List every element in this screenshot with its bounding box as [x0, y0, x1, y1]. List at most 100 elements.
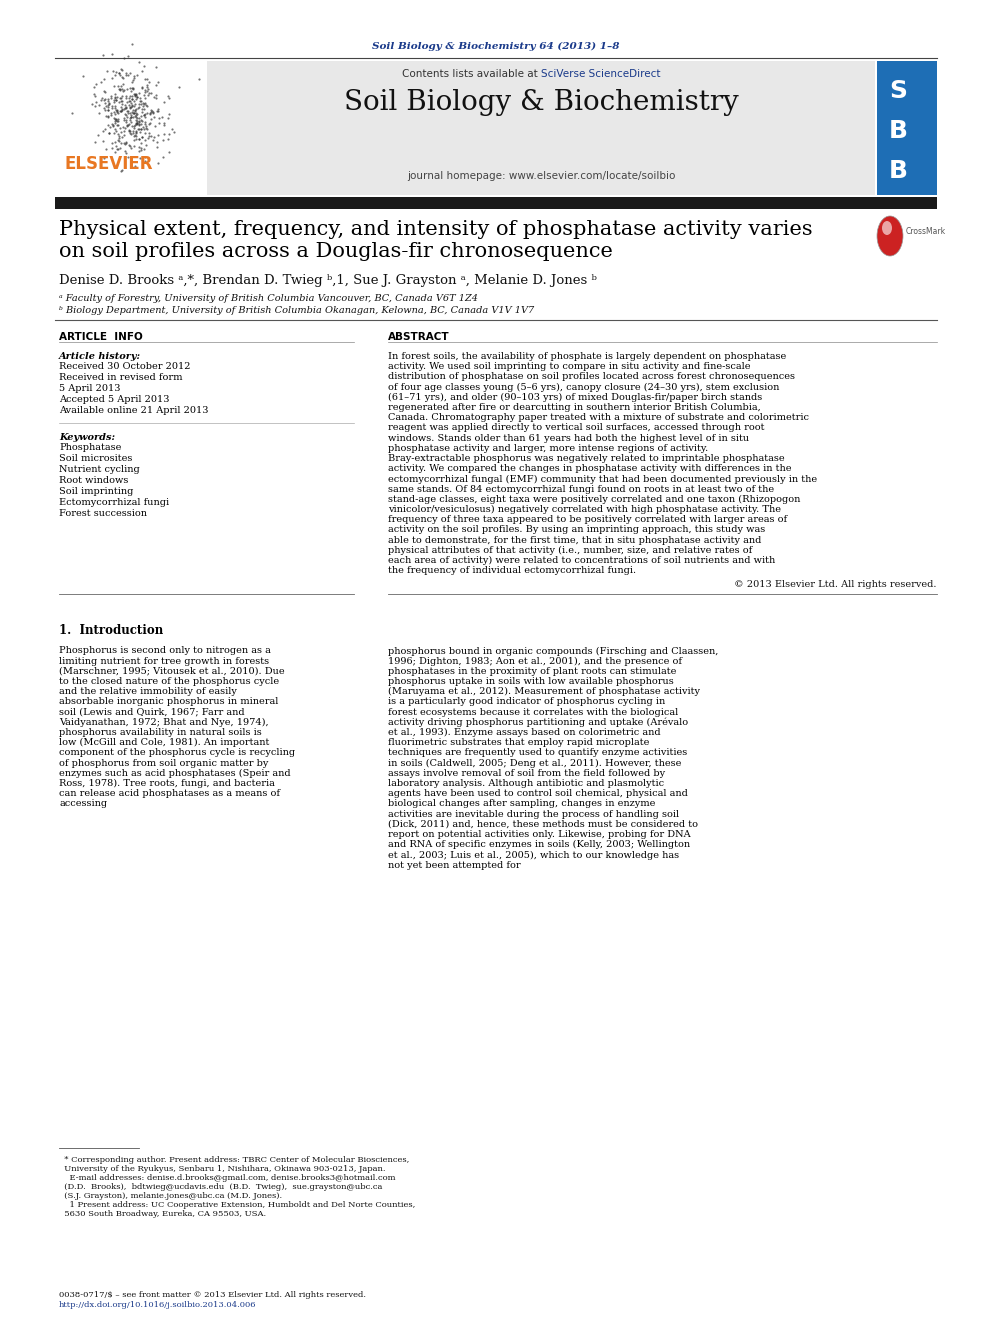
Point [137, 79, 153, 101]
Point [139, 95, 155, 116]
Text: activities are inevitable during the process of handling soil: activities are inevitable during the pro… [388, 810, 680, 819]
Point [129, 103, 145, 124]
Point [126, 95, 142, 116]
Point [145, 101, 161, 122]
Point [110, 130, 126, 151]
Point [126, 130, 142, 151]
Point [151, 112, 167, 134]
Point [115, 81, 131, 102]
Point [100, 89, 116, 110]
Point [112, 138, 128, 159]
Point [131, 114, 147, 135]
Point [107, 108, 123, 130]
Text: able to demonstrate, for the first time, that in situ phosphatase activity and: able to demonstrate, for the first time,… [388, 536, 762, 545]
Point [107, 65, 123, 86]
Point [103, 114, 119, 135]
Point [140, 78, 156, 99]
Point [137, 107, 153, 128]
Point [110, 114, 126, 135]
Point [131, 97, 147, 118]
Text: et al., 1993). Enzyme assays based on colorimetric and: et al., 1993). Enzyme assays based on co… [388, 728, 661, 737]
Text: stand-age classes, eight taxa were positively correlated and one taxon (Rhizopog: stand-age classes, eight taxa were posit… [388, 495, 801, 504]
Point [124, 71, 140, 93]
Point [106, 91, 122, 112]
Point [112, 118, 128, 139]
Point [107, 142, 123, 163]
Point [127, 124, 143, 146]
Text: 1996; Dighton, 1983; Aon et al., 2001), and the presence of: 1996; Dighton, 1983; Aon et al., 2001), … [388, 656, 682, 665]
Point [124, 97, 140, 118]
Point [104, 138, 120, 159]
Point [110, 123, 126, 144]
Point [95, 90, 111, 111]
Point [120, 103, 136, 124]
Text: S: S [889, 79, 907, 103]
Point [91, 94, 107, 115]
Bar [55, 61, 203, 194]
Text: Nutrient cycling: Nutrient cycling [59, 464, 140, 474]
Point [117, 140, 133, 161]
Point [129, 112, 145, 134]
Point [129, 107, 145, 128]
Text: © 2013 Elsevier Ltd. All rights reserved.: © 2013 Elsevier Ltd. All rights reserved… [734, 581, 937, 590]
Point [113, 91, 129, 112]
Point [128, 106, 144, 127]
Text: Soil microsites: Soil microsites [59, 454, 132, 463]
Point [131, 111, 147, 132]
Point [117, 98, 133, 119]
Point [131, 118, 147, 139]
Text: (Maruyama et al., 2012). Measurement of phosphatase activity: (Maruyama et al., 2012). Measurement of … [388, 687, 700, 696]
Point [113, 132, 129, 153]
Point [116, 48, 132, 69]
Point [118, 143, 134, 164]
Text: activity. We used soil imprinting to compare in situ activity and fine-scale: activity. We used soil imprinting to com… [388, 363, 751, 372]
Point [148, 85, 164, 106]
Point [140, 69, 156, 90]
Point [139, 115, 155, 136]
Point [116, 79, 132, 101]
Point [115, 67, 131, 89]
Point [123, 105, 139, 126]
Point [100, 107, 116, 128]
Point [96, 79, 112, 101]
Point [90, 124, 106, 146]
Text: biological changes after sampling, changes in enzyme: biological changes after sampling, chang… [388, 799, 656, 808]
Point [111, 131, 127, 152]
Point [91, 102, 107, 123]
Point [87, 73, 103, 94]
Point [125, 78, 141, 99]
Point [106, 111, 122, 132]
Point [127, 106, 143, 127]
Point [117, 116, 133, 138]
Text: SciVerse ScienceDirect: SciVerse ScienceDirect [541, 69, 661, 79]
Point [134, 111, 150, 132]
Point [115, 73, 131, 94]
Point [108, 89, 124, 110]
Point [156, 147, 172, 168]
Text: phosphatases in the proximity of plant roots can stimulate: phosphatases in the proximity of plant r… [388, 667, 677, 676]
Point [135, 75, 151, 97]
Point [97, 118, 113, 139]
Text: fluorimetric substrates that employ rapid microplate: fluorimetric substrates that employ rapi… [388, 738, 650, 747]
Point [127, 83, 143, 105]
Text: Phosphorus is second only to nitrogen as a: Phosphorus is second only to nitrogen as… [59, 647, 271, 655]
Point [98, 139, 114, 160]
Text: ectomycorrhizal fungal (EMF) community that had been documented previously in th: ectomycorrhizal fungal (EMF) community t… [388, 475, 817, 483]
Point [150, 101, 166, 122]
Point [119, 91, 135, 112]
Point [106, 101, 122, 122]
Point [127, 94, 143, 115]
Point [151, 124, 167, 146]
Point [123, 107, 139, 128]
Text: (S.J. Grayston), melanie.jones@ubc.ca (M.D. Jones).: (S.J. Grayston), melanie.jones@ubc.ca (M… [59, 1192, 282, 1200]
Point [123, 93, 139, 114]
Point [122, 120, 138, 142]
Point [130, 110, 146, 131]
Point [121, 90, 137, 111]
Point [141, 122, 157, 143]
Point [101, 123, 117, 144]
Point [130, 119, 146, 140]
Point [96, 147, 112, 168]
Point [162, 142, 178, 163]
Bar [877, 61, 937, 194]
